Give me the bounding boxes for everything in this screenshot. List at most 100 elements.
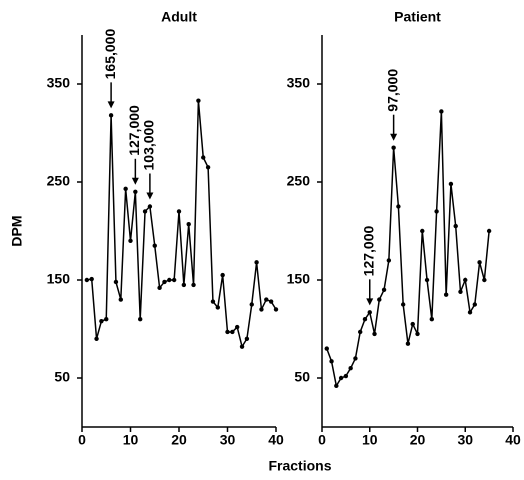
x-tick-label: 0 bbox=[78, 432, 86, 448]
data-point bbox=[391, 145, 396, 150]
data-line bbox=[86, 100, 277, 349]
data-point bbox=[108, 113, 114, 118]
data-point bbox=[89, 276, 94, 282]
data-point bbox=[167, 277, 172, 283]
x-axis-label: Fractions bbox=[268, 458, 331, 474]
annotation-arrowhead bbox=[131, 177, 139, 185]
data-point bbox=[113, 279, 119, 285]
x-tick-label: 20 bbox=[410, 432, 426, 448]
data-point bbox=[99, 318, 104, 324]
data-point bbox=[463, 277, 468, 283]
data-point bbox=[215, 305, 220, 310]
data-point bbox=[225, 329, 230, 335]
data-point bbox=[123, 186, 128, 192]
data-point bbox=[230, 329, 235, 335]
data-point bbox=[453, 223, 458, 229]
data-point bbox=[334, 383, 339, 389]
data-point bbox=[104, 317, 109, 322]
annotation-arrowhead bbox=[366, 298, 374, 306]
annotation-label: 127,000 bbox=[126, 105, 142, 156]
data-point bbox=[353, 356, 358, 361]
y-tick-label: 50 bbox=[54, 369, 70, 385]
annotation-label: 165,000 bbox=[102, 29, 118, 80]
data-point bbox=[458, 289, 463, 294]
panel-title: Adult bbox=[161, 9, 197, 25]
data-point bbox=[343, 373, 349, 379]
data-point bbox=[467, 310, 473, 315]
y-tick-label: 150 bbox=[47, 271, 71, 287]
x-tick-label: 40 bbox=[505, 432, 521, 448]
y-tick-label: 150 bbox=[287, 271, 311, 287]
y-tick-label: 350 bbox=[47, 75, 71, 91]
data-point bbox=[358, 329, 363, 335]
data-point bbox=[381, 287, 387, 292]
data-point bbox=[239, 344, 245, 349]
data-point bbox=[372, 331, 377, 337]
x-tick-label: 30 bbox=[457, 432, 473, 448]
data-point bbox=[410, 321, 415, 327]
data-point bbox=[362, 317, 368, 322]
data-point bbox=[162, 279, 167, 285]
data-point bbox=[324, 346, 329, 351]
data-point bbox=[420, 228, 425, 234]
data-point bbox=[249, 302, 254, 307]
data-point bbox=[472, 302, 477, 307]
annotation-label: 127,000 bbox=[360, 226, 376, 277]
data-point bbox=[157, 285, 162, 291]
data-point bbox=[434, 209, 439, 214]
data-point bbox=[244, 336, 250, 341]
data-point bbox=[377, 297, 382, 302]
data-point bbox=[152, 243, 157, 248]
data-point bbox=[396, 204, 401, 209]
data-point bbox=[181, 282, 187, 288]
data-point bbox=[118, 297, 124, 302]
data-point bbox=[254, 260, 259, 265]
data-point bbox=[235, 324, 240, 330]
data-point bbox=[424, 277, 430, 283]
data-point bbox=[205, 165, 211, 170]
data-point bbox=[448, 181, 454, 187]
data-point bbox=[367, 310, 372, 315]
data-point bbox=[439, 109, 444, 114]
data-point bbox=[94, 336, 99, 341]
data-point bbox=[191, 282, 196, 288]
x-tick-label: 0 bbox=[318, 432, 326, 448]
x-tick-label: 30 bbox=[220, 432, 236, 448]
annotation-arrowhead bbox=[107, 101, 115, 109]
data-point bbox=[329, 359, 334, 364]
data-point bbox=[176, 209, 182, 214]
data-point bbox=[201, 155, 206, 160]
data-point bbox=[443, 292, 449, 297]
data-point bbox=[477, 260, 482, 265]
data-point bbox=[171, 277, 177, 283]
data-point bbox=[486, 228, 492, 234]
data-point bbox=[338, 375, 344, 381]
data-point bbox=[482, 277, 487, 283]
annotation-arrowhead bbox=[146, 192, 154, 200]
x-tick-label: 20 bbox=[171, 432, 187, 448]
y-tick-label: 250 bbox=[287, 173, 311, 189]
data-point bbox=[138, 317, 143, 322]
data-point bbox=[128, 238, 133, 243]
data-point bbox=[429, 317, 435, 322]
data-point bbox=[273, 307, 279, 312]
data-point bbox=[259, 307, 264, 312]
data-point bbox=[386, 258, 392, 263]
data-point bbox=[210, 299, 216, 304]
data-point bbox=[348, 366, 353, 371]
data-point bbox=[133, 189, 138, 194]
y-tick-label: 350 bbox=[287, 75, 311, 91]
y-tick-label: 50 bbox=[294, 369, 310, 385]
y-axis-label: DPM bbox=[9, 215, 25, 246]
x-tick-label: 40 bbox=[268, 432, 284, 448]
data-point bbox=[84, 277, 90, 283]
data-point bbox=[147, 204, 153, 209]
x-tick-label: 10 bbox=[123, 432, 139, 448]
annotation-label: 97,000 bbox=[384, 69, 400, 112]
data-point bbox=[400, 302, 406, 307]
data-point bbox=[186, 221, 191, 227]
data-point bbox=[196, 98, 201, 103]
data-point bbox=[268, 299, 274, 304]
data-point bbox=[405, 341, 411, 346]
